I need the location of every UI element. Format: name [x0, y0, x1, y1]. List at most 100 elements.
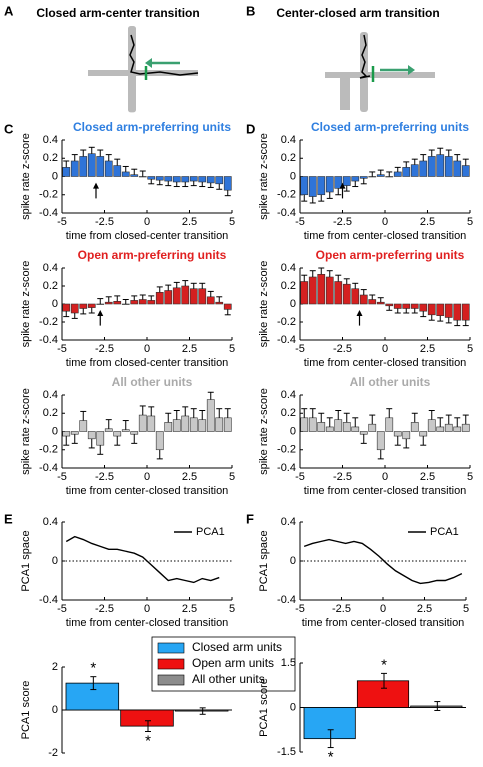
- bar: [351, 288, 360, 305]
- bar: [215, 176, 224, 185]
- x-tick-label: -2.5: [333, 471, 352, 483]
- bar: [444, 303, 453, 318]
- bar: [206, 399, 215, 432]
- bar: [87, 153, 96, 177]
- line: [303, 538, 463, 585]
- bar: [130, 300, 139, 305]
- bar: [368, 176, 377, 178]
- panel-letter: F: [246, 511, 254, 526]
- bar: [181, 176, 190, 183]
- x-tick-label: 5: [463, 603, 469, 615]
- bar: [147, 415, 156, 432]
- bar: [155, 431, 164, 451]
- bar: [410, 705, 463, 708]
- x-tick-label: -2.5: [333, 343, 352, 355]
- bar: [342, 176, 351, 186]
- x-tick-label: -2.5: [95, 216, 114, 228]
- y-axis-label: spike rate z-score: [258, 388, 270, 475]
- bar: [308, 176, 317, 197]
- significance-star: *: [328, 749, 334, 762]
- x-axis-label: time from center-closed transition: [66, 485, 229, 497]
- bar: [356, 680, 410, 708]
- bar: [198, 419, 207, 432]
- significance-star: *: [145, 732, 151, 749]
- chart-title: Closed arm-preferring units: [73, 120, 231, 134]
- y-tick-label: 0.2: [43, 152, 58, 164]
- x-tick-label: 5: [467, 343, 473, 355]
- maze-arm: [340, 76, 350, 110]
- y-tick-label: -0.2: [39, 444, 58, 456]
- x-tick-label: 5: [229, 343, 235, 355]
- trajectory: [129, 34, 199, 76]
- bar: [453, 303, 462, 321]
- y-tick-label: -2: [48, 747, 58, 759]
- panel-letter: D: [246, 121, 255, 136]
- y-tick-label: 0.4: [281, 389, 296, 401]
- y-axis-label: spike rate z-score: [258, 133, 270, 220]
- x-tick-label: -2.5: [95, 343, 114, 355]
- bar: [351, 176, 360, 182]
- bar: [164, 290, 173, 305]
- bar: [172, 419, 181, 432]
- bar: [427, 303, 436, 316]
- y-tick-label: 0.4: [43, 516, 58, 528]
- bar: [376, 301, 385, 305]
- y-tick-label: -0.2: [39, 189, 58, 201]
- y-tick-label: 0: [290, 425, 296, 437]
- chart-title: Open arm-preferring units: [78, 248, 227, 262]
- bar: [376, 431, 385, 451]
- y-tick-label: -0.4: [277, 462, 296, 474]
- bar: [300, 176, 309, 196]
- x-axis-label: time from center-closed transition: [66, 617, 229, 629]
- x-tick-label: 5: [229, 471, 235, 483]
- bar: [181, 415, 190, 432]
- bar: [104, 428, 113, 432]
- maze-b: [325, 32, 435, 112]
- bar: [385, 303, 394, 307]
- bar: [104, 160, 113, 177]
- bar: [189, 417, 198, 432]
- x-tick-label: 0: [144, 471, 150, 483]
- bar: [174, 709, 229, 712]
- bar: [303, 707, 356, 740]
- bar: [87, 303, 96, 308]
- bar: [368, 423, 377, 432]
- bar: [121, 171, 130, 177]
- y-tick-label: 0.4: [43, 134, 58, 146]
- x-tick-label: 5: [229, 603, 235, 615]
- maze-title: Closed arm-center transition: [36, 6, 199, 20]
- bar: [104, 301, 113, 305]
- y-axis-label: spike rate z-score: [20, 388, 32, 475]
- x-tick-label: -5: [295, 471, 305, 483]
- bar: [62, 167, 71, 177]
- y-axis-label: PCA1 space: [20, 530, 32, 591]
- bar: [393, 303, 402, 309]
- arrow-head: [408, 65, 415, 75]
- bar: [427, 419, 436, 432]
- y-tick-label: 0.4: [281, 262, 296, 274]
- y-tick-label: -0.4: [277, 594, 296, 606]
- bar: [164, 176, 173, 182]
- x-axis-label: time from closed-center transition: [66, 230, 229, 242]
- bar: [444, 423, 453, 432]
- maze-title: Center-closed arm transition: [276, 6, 439, 20]
- x-axis-label: time from center-closed transition: [304, 230, 467, 242]
- x-tick-label: 5: [229, 216, 235, 228]
- bar: [325, 426, 334, 432]
- x-tick-label: -5: [57, 216, 67, 228]
- bar: [427, 156, 436, 177]
- bar: [181, 285, 190, 305]
- x-tick-label: 0: [144, 343, 150, 355]
- bar: [155, 176, 164, 181]
- x-tick-label: 2.5: [182, 216, 197, 228]
- x-tick-label: 2.5: [182, 603, 197, 615]
- chart-title: Open arm-preferring units: [316, 248, 465, 262]
- y-tick-label: -0.4: [277, 207, 296, 219]
- bar: [206, 176, 215, 184]
- bar: [215, 417, 224, 432]
- y-tick-label: -0.2: [277, 189, 296, 201]
- x-tick-label: 0: [382, 216, 388, 228]
- panel-letter: A: [4, 3, 14, 18]
- x-tick-label: 2.5: [182, 343, 197, 355]
- bar: [79, 156, 88, 177]
